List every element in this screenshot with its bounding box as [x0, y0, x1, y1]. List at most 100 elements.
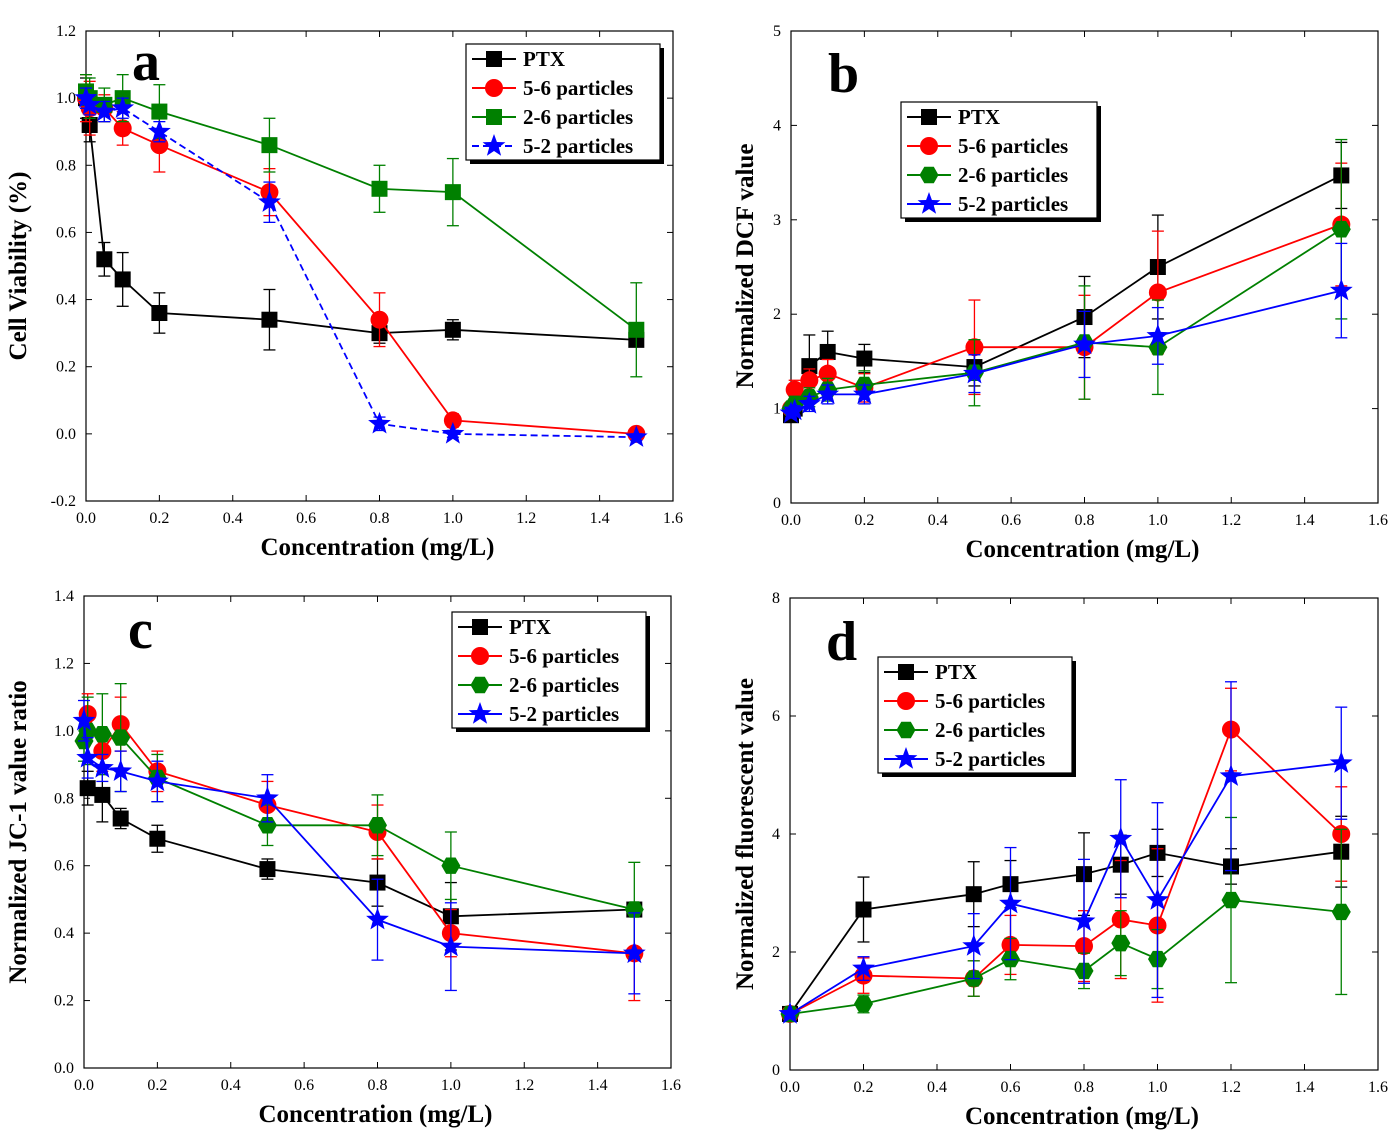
x-tick-label: 1.4 — [590, 510, 610, 527]
series-line — [83, 720, 635, 955]
data-point — [148, 119, 171, 142]
data-point — [853, 382, 876, 405]
legend-label: 2-6 particles — [509, 673, 619, 697]
data-point — [1072, 909, 1096, 931]
legend-label: PTX — [523, 47, 565, 71]
x-tick-label: 0.0 — [74, 1077, 94, 1094]
x-tick-label: 0.2 — [854, 1079, 874, 1096]
data-point — [112, 810, 129, 827]
y-tick-label: 2 — [772, 944, 780, 961]
data-point — [78, 92, 102, 115]
x-tick-label: 0.6 — [296, 510, 316, 527]
data-point — [1146, 888, 1169, 910]
panel-d: 0.0 0.2 0.4 0.6 0.8 1.0 1.2 1.4 1.6 0 2 4 6 8 Concentr… — [732, 590, 1388, 1130]
x-tick-label: 1.0 — [443, 510, 463, 527]
data-point — [92, 99, 116, 122]
y-tick-label: 0.2 — [56, 359, 76, 376]
data-point — [111, 729, 131, 746]
data-point — [783, 398, 807, 421]
data-point — [76, 745, 100, 768]
data-point — [1146, 323, 1170, 346]
legend-marker — [471, 647, 489, 665]
series-line — [87, 787, 635, 918]
x-tick-label: 1.4 — [1295, 1079, 1315, 1096]
data-point — [801, 358, 818, 375]
panel-letter: a — [132, 31, 160, 93]
legend: PTX 5-6 particles 2-6 particles 5-2 particl… — [451, 611, 650, 732]
x-tick-label: 1.4 — [1295, 512, 1315, 529]
x-tick-label: 1.4 — [588, 1077, 608, 1094]
legend-label: 5-6 particles — [523, 76, 633, 100]
series-2-6-particles — [780, 816, 1351, 1023]
legend-marker — [921, 109, 937, 125]
legend-marker — [485, 79, 503, 97]
series-5-2-particles — [779, 242, 1353, 423]
data-point — [855, 901, 872, 918]
y-tick-label: 0.2 — [54, 993, 74, 1010]
legend-label: 5-6 particles — [958, 134, 1068, 158]
legend-marker — [486, 109, 502, 125]
data-point — [258, 190, 281, 212]
data-point — [1111, 934, 1131, 952]
data-point — [96, 251, 113, 268]
y-tick-label: 0 — [773, 495, 781, 512]
y-tick-label: 4 — [772, 826, 780, 843]
legend-label: 5-2 particles — [935, 747, 1045, 771]
data-point — [1219, 764, 1243, 786]
data-point — [72, 708, 96, 731]
series-line — [83, 729, 635, 911]
y-tick-label: 0.6 — [54, 858, 74, 875]
y-axis-title: Cell Viability (%) — [5, 172, 32, 361]
legend: PTX 5-6 particles 2-6 particles 5-2 particl… — [877, 656, 1076, 777]
data-point — [146, 769, 169, 792]
data-point — [368, 817, 387, 834]
data-point — [150, 136, 169, 155]
data-point — [797, 391, 821, 414]
x-tick-label: 1.0 — [441, 1077, 461, 1094]
y-tick-label: 6 — [772, 708, 780, 725]
x-tick-label: 1.6 — [1368, 1079, 1388, 1096]
legend-marker — [898, 664, 914, 680]
data-point — [257, 817, 277, 834]
panel-letter: b — [828, 43, 859, 105]
panel-letter: d — [826, 611, 857, 673]
data-point — [444, 184, 461, 201]
legend-marker — [482, 134, 506, 156]
data-point — [114, 271, 131, 288]
data-point — [819, 343, 836, 360]
legend-marker — [920, 137, 938, 155]
data-point — [371, 180, 388, 197]
x-tick-label: 1.6 — [663, 510, 683, 527]
legend-marker — [894, 747, 918, 769]
data-point — [368, 411, 391, 434]
x-tick-label: 0.6 — [1001, 1079, 1021, 1096]
legend-label: 5-2 particles — [958, 192, 1068, 216]
data-point — [441, 857, 461, 874]
y-tick-label: 5 — [773, 23, 781, 40]
x-tick-label: 1.2 — [1221, 512, 1241, 529]
data-point — [624, 425, 648, 447]
data-point — [261, 311, 278, 328]
y-axis-title: Normalized JC-1 value ratio — [5, 680, 32, 983]
y-tick-label: 0.0 — [56, 426, 76, 443]
data-point — [441, 421, 465, 444]
data-point — [1329, 751, 1353, 773]
x-tick-label: 0.8 — [1074, 1079, 1094, 1096]
data-point — [999, 891, 1022, 914]
x-tick-label: 1.6 — [661, 1077, 681, 1094]
data-point — [78, 722, 98, 740]
y-tick-label: 0.4 — [56, 292, 76, 309]
y-axis-title: Normalized fluorescent value — [732, 678, 759, 990]
y-tick-label: 1.2 — [56, 23, 76, 40]
data-point — [256, 786, 279, 808]
series-5-2-particles — [778, 681, 1353, 1024]
y-tick-label: 0.8 — [56, 157, 76, 174]
legend-marker — [919, 166, 939, 184]
x-tick-label: 1.6 — [1368, 512, 1388, 529]
data-point — [816, 382, 840, 405]
x-tick-label: 0.0 — [781, 512, 801, 529]
x-tick-label: 1.2 — [514, 1077, 534, 1094]
data-point — [856, 350, 873, 367]
legend: PTX 5-6 particles 2-6 particles 5-2 particl… — [465, 43, 664, 164]
